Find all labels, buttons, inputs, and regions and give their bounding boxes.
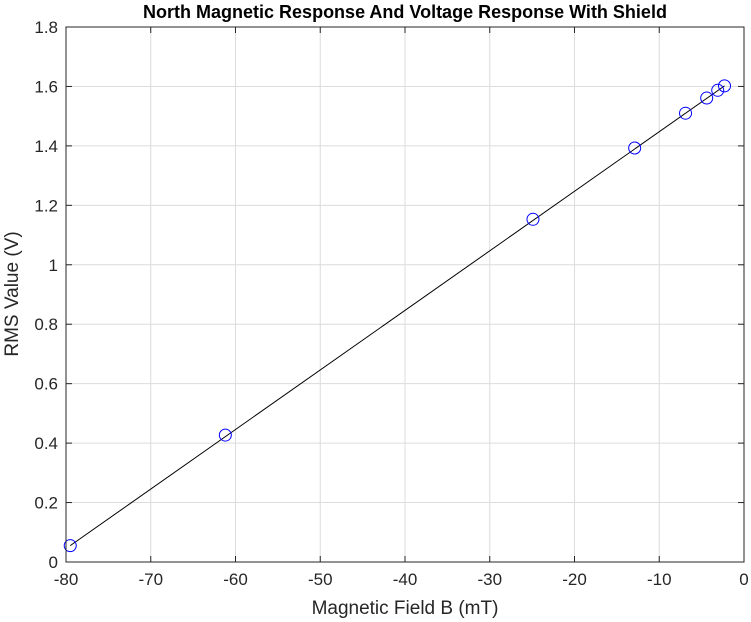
data-point-marker bbox=[218, 428, 232, 442]
y-tick-label: 1.4 bbox=[34, 137, 58, 156]
y-tick-label: 0.2 bbox=[34, 494, 58, 513]
x-tick-label: -30 bbox=[477, 570, 502, 589]
y-tick-label: 1.6 bbox=[34, 77, 58, 96]
data-point-marker bbox=[679, 106, 693, 120]
y-tick-label: 0.4 bbox=[34, 434, 58, 453]
y-tick-label: 0.8 bbox=[34, 315, 58, 334]
x-ticks: -80 -70 -60 -50 -40 -30 -20 -10 0 bbox=[54, 27, 749, 589]
x-tick-label: -60 bbox=[223, 570, 248, 589]
x-tick-label: -70 bbox=[138, 570, 163, 589]
chart-title: North Magnetic Response And Voltage Resp… bbox=[143, 2, 667, 22]
data-point-marker bbox=[63, 539, 77, 553]
y-tick-label: 0 bbox=[49, 553, 58, 572]
y-ticks: 0 0.2 0.4 0.6 0.8 1 1.2 1.4 1.6 1.8 bbox=[34, 18, 744, 572]
y-tick-label: 0.6 bbox=[34, 375, 58, 394]
data-markers bbox=[63, 79, 732, 553]
x-tick-label: -40 bbox=[393, 570, 418, 589]
x-tick-label: -80 bbox=[54, 570, 79, 589]
data-point-marker bbox=[711, 83, 725, 97]
x-axis-label: Magnetic Field B (mT) bbox=[312, 598, 499, 619]
y-tick-label: 1.2 bbox=[34, 196, 58, 215]
x-tick-label: -10 bbox=[647, 570, 672, 589]
y-axis-label: RMS Value (V) bbox=[2, 231, 23, 356]
y-tick-label: 1.8 bbox=[34, 18, 58, 37]
x-tick-label: 0 bbox=[739, 570, 748, 589]
data-point-marker bbox=[628, 141, 642, 155]
x-tick-label: -50 bbox=[308, 570, 333, 589]
data-point-marker bbox=[718, 79, 732, 93]
data-point-marker bbox=[700, 91, 714, 105]
fit-line-group bbox=[69, 85, 725, 547]
fit-line bbox=[69, 85, 725, 547]
y-tick-label: 1 bbox=[49, 256, 58, 275]
x-tick-label: -20 bbox=[562, 570, 587, 589]
data-point-marker bbox=[526, 212, 540, 226]
